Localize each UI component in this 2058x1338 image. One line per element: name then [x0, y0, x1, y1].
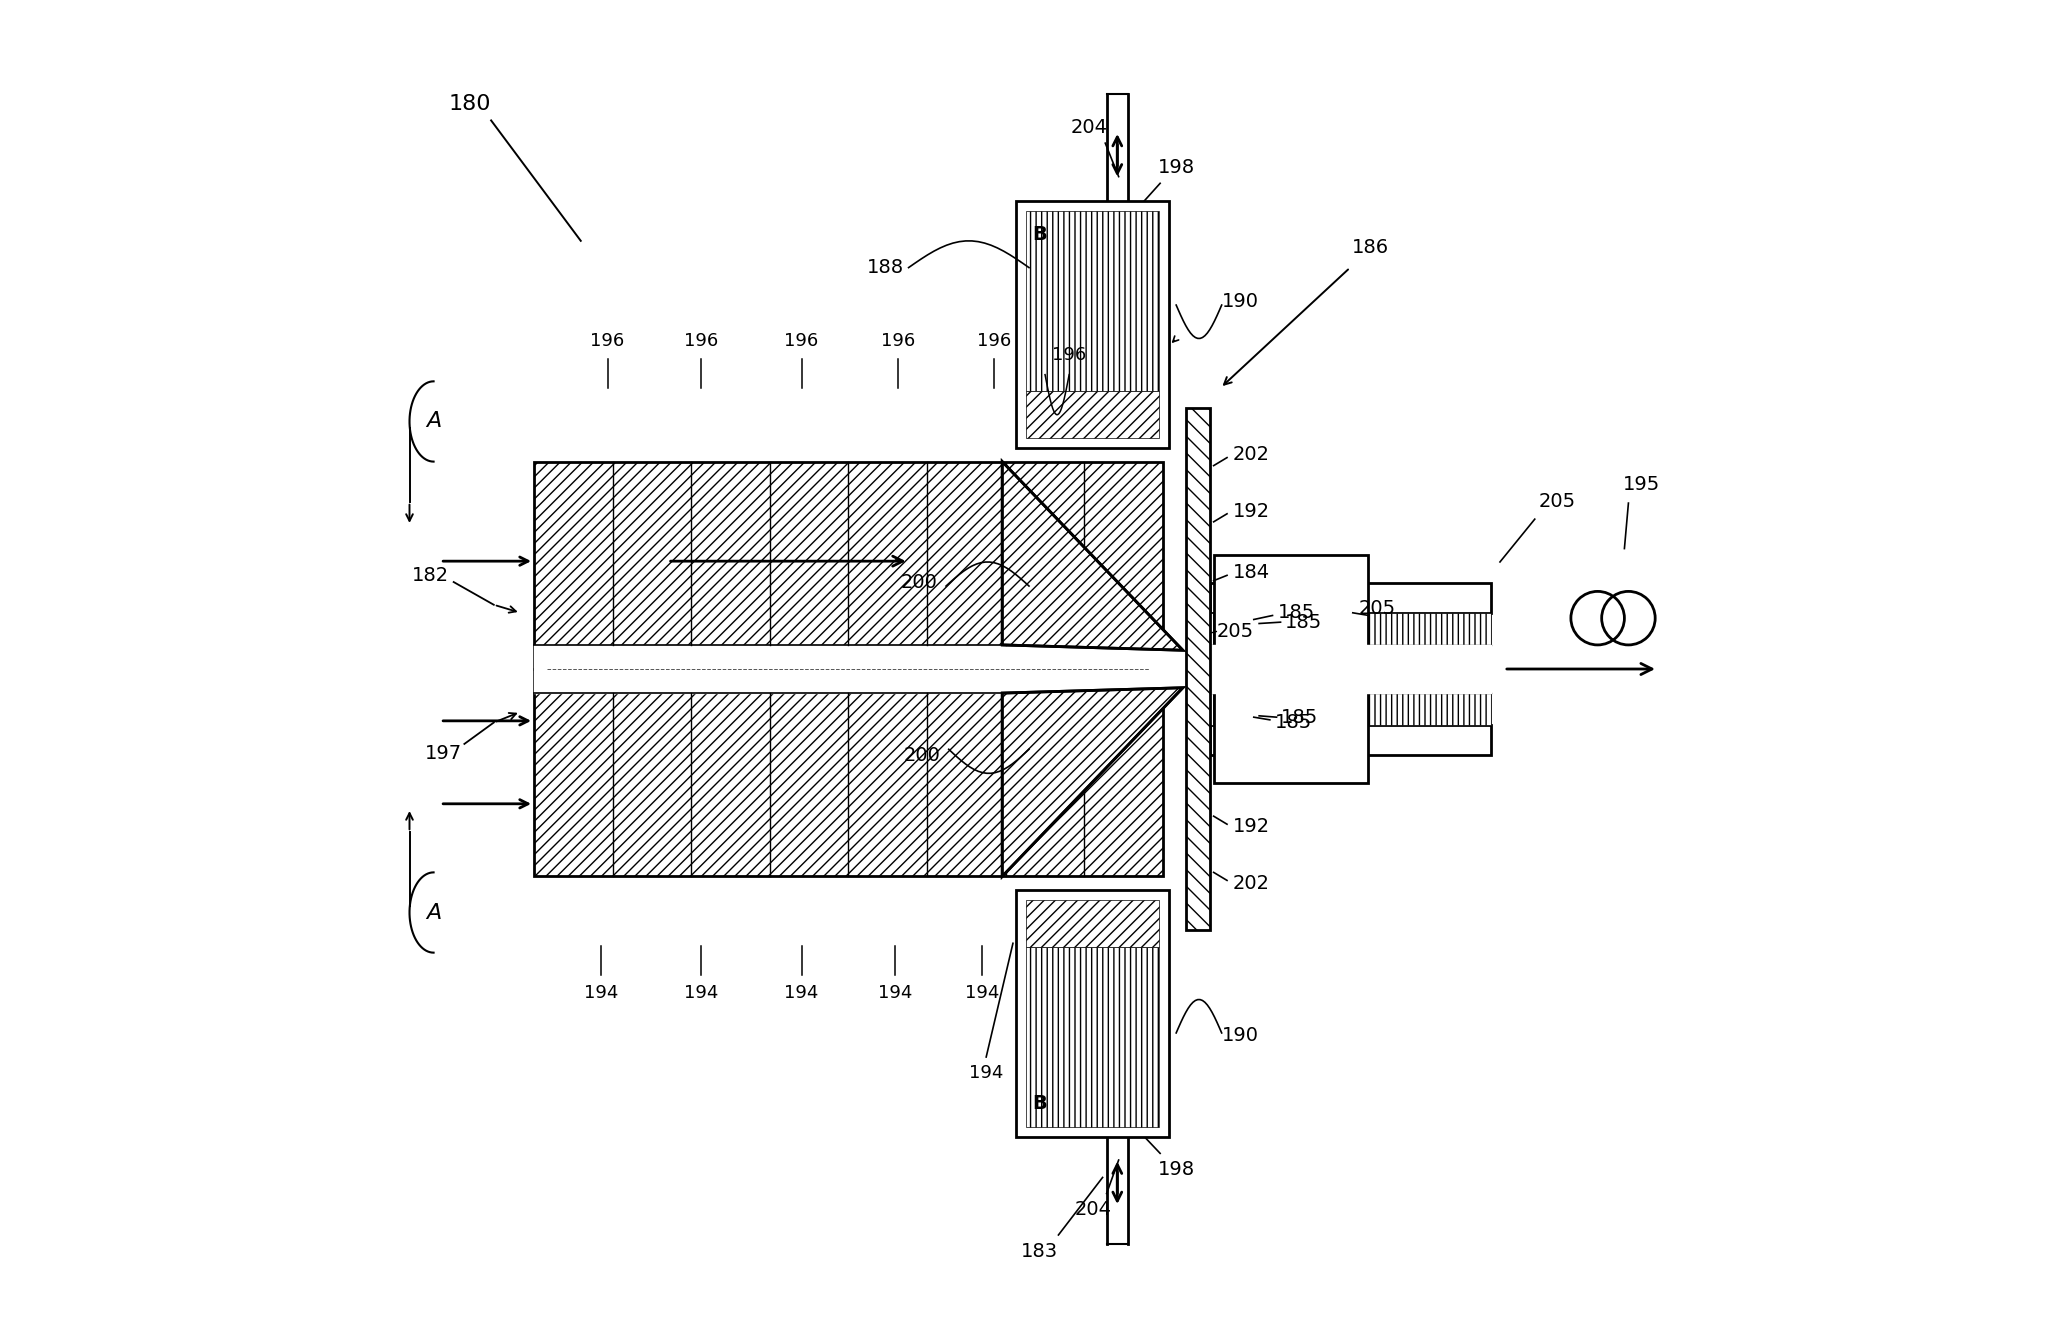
Text: 185: 185 [1280, 708, 1317, 727]
Text: 196: 196 [683, 332, 718, 351]
Bar [1214, 555, 1367, 783]
Text: 204: 204 [1070, 118, 1107, 136]
Text: A: A [426, 412, 440, 431]
Text: 198: 198 [1157, 1160, 1196, 1179]
Text: B: B [1033, 225, 1048, 244]
Text: 200: 200 [901, 573, 938, 591]
Text: 196: 196 [784, 332, 819, 351]
Bar [1210, 583, 1490, 613]
Polygon shape [1002, 462, 1183, 650]
Bar [1015, 201, 1169, 448]
Bar [1210, 613, 1490, 645]
Text: 205: 205 [1539, 492, 1576, 511]
Bar [1027, 391, 1159, 438]
Text: 180: 180 [449, 95, 492, 114]
Text: 195: 195 [1624, 475, 1661, 494]
Text: 196: 196 [881, 332, 916, 351]
Text: 182: 182 [412, 566, 449, 585]
Text: 184: 184 [1233, 563, 1270, 582]
Bar [1210, 725, 1490, 755]
Bar [1027, 900, 1159, 947]
Bar [1210, 693, 1490, 725]
Bar [533, 462, 1163, 669]
Text: 200: 200 [903, 747, 941, 765]
Text: 197: 197 [424, 744, 461, 763]
Bar [1185, 408, 1210, 930]
Text: 183: 183 [1021, 1242, 1058, 1260]
Bar [1027, 947, 1159, 1127]
Bar [1015, 890, 1169, 1137]
Polygon shape [1002, 688, 1183, 876]
Bar [1027, 211, 1159, 391]
Text: 190: 190 [1222, 292, 1259, 310]
Polygon shape [1002, 462, 1183, 650]
Polygon shape [1002, 688, 1183, 876]
Text: 205: 205 [1358, 599, 1395, 618]
Text: 196: 196 [978, 332, 1010, 351]
Text: B: B [1033, 1094, 1048, 1113]
Text: 202: 202 [1233, 874, 1270, 892]
Text: A: A [426, 903, 440, 922]
Text: 196: 196 [1052, 345, 1087, 364]
Text: 192: 192 [1233, 818, 1270, 836]
Text: 185: 185 [1276, 713, 1313, 732]
Text: 192: 192 [1233, 502, 1270, 520]
Text: 194: 194 [879, 983, 912, 1002]
Text: 194: 194 [969, 1064, 1004, 1082]
Text: 186: 186 [1352, 238, 1389, 257]
Text: 188: 188 [866, 258, 903, 277]
Text: 194: 194 [965, 983, 1000, 1002]
Text: 185: 185 [1278, 603, 1315, 622]
Text: 194: 194 [584, 983, 617, 1002]
Text: 202: 202 [1233, 446, 1270, 464]
Text: 204: 204 [1074, 1200, 1111, 1219]
Text: 196: 196 [591, 332, 626, 351]
Text: 190: 190 [1222, 1026, 1259, 1045]
Bar [533, 669, 1163, 876]
Text: 194: 194 [784, 983, 819, 1002]
Text: 185: 185 [1284, 613, 1321, 632]
Text: 198: 198 [1157, 158, 1196, 177]
Text: 205: 205 [1216, 622, 1253, 641]
Text: 194: 194 [683, 983, 718, 1002]
